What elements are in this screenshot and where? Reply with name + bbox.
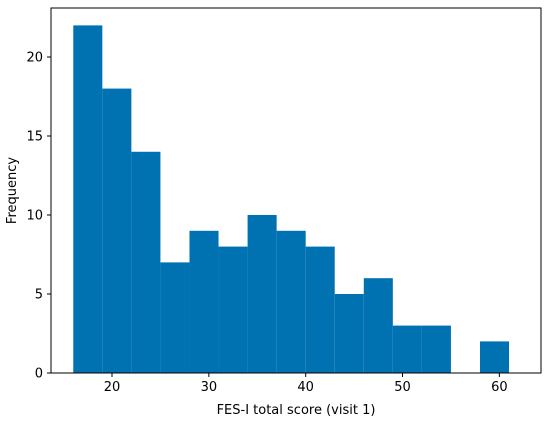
- histogram-bar-8: [305, 246, 335, 373]
- histogram-bar-4: [189, 230, 219, 373]
- y-axis-ticks: 0 5 10 15 20: [26, 50, 51, 382]
- histogram-bar-2: [131, 151, 161, 373]
- histogram-bars: [73, 25, 510, 374]
- histogram-bar-10: [363, 278, 393, 373]
- x-tick-label: 40: [297, 380, 314, 395]
- x-tick-label: 30: [201, 380, 218, 395]
- x-axis-label: FES-I total score (visit 1): [217, 403, 376, 418]
- histogram-bar-14: [479, 341, 510, 373]
- histogram-bar-12: [421, 325, 451, 373]
- histogram-bar-6: [247, 214, 277, 373]
- x-tick-label: 20: [104, 380, 121, 395]
- histogram-bar-9: [334, 293, 364, 373]
- y-tick-label: 5: [35, 287, 43, 302]
- y-tick-label: 10: [26, 208, 43, 223]
- y-tick-label: 20: [26, 50, 43, 65]
- y-tick-label: 15: [26, 129, 43, 144]
- histogram-bar-11: [392, 325, 422, 373]
- histogram-bar-1: [102, 88, 132, 374]
- x-tick-label: 60: [491, 380, 508, 395]
- plot-frame: [50, 7, 542, 374]
- x-axis-ticks: 20 30 40 50 60: [104, 373, 508, 395]
- histogram-bar-5: [218, 246, 248, 373]
- histogram-bar-0: [73, 25, 103, 374]
- y-axis-label: Frequency: [5, 157, 20, 224]
- histogram-bar-7: [276, 230, 306, 373]
- histogram-bar-3: [160, 262, 190, 373]
- x-tick-label: 50: [394, 380, 411, 395]
- y-tick-label: 0: [35, 367, 43, 382]
